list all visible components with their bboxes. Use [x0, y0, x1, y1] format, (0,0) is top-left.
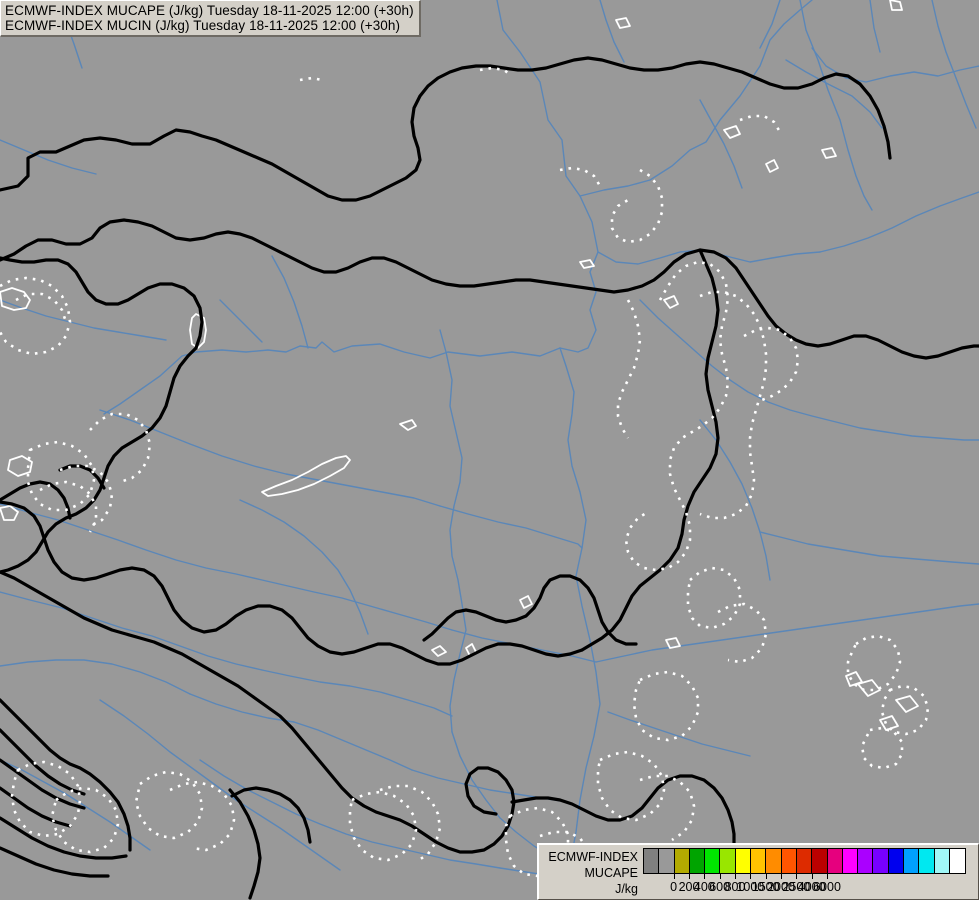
- colorbar-swatch[interactable]: [888, 849, 905, 873]
- mucin-contours: [0, 66, 930, 896]
- colorbar-tick: [796, 874, 798, 879]
- legend-scale: 0 200 400 600 800 1000 1500 2000 2500 4000 6000: [643, 845, 967, 896]
- colorbar-tick: [811, 874, 813, 879]
- colorbar-tick: [735, 874, 736, 879]
- colorbar-tick-label: 400: [693, 880, 715, 894]
- colorbar-swatch[interactable]: [735, 849, 752, 873]
- colorbar-swatch[interactable]: [919, 849, 935, 873]
- colorbar-swatch[interactable]: [644, 849, 660, 873]
- colorbar-tick: [689, 874, 690, 879]
- colorbar-legend[interactable]: ECMWF-INDEX MUCAPE J/kg 0 200 400 600 800 100…: [537, 843, 979, 900]
- colorbar-swatch[interactable]: [842, 849, 859, 873]
- colorbar-swatch[interactable]: [674, 849, 690, 873]
- legend-unit-label: J/kg: [615, 882, 638, 896]
- colorbar-tick-label: 600: [709, 880, 731, 894]
- colorbar-swatch[interactable]: [796, 849, 813, 873]
- colorbar-tick-label: 200: [678, 880, 700, 894]
- colorbar-swatch[interactable]: [705, 849, 721, 873]
- colorbar-swatches[interactable]: [643, 848, 967, 874]
- colorbar-tick: [765, 874, 767, 879]
- colorbar-tick: [704, 874, 706, 879]
- title-line-mucin: ECMWF-INDEX MUCIN (J/kg) Tuesday 18-11-2…: [5, 18, 401, 33]
- colorbar-swatch[interactable]: [751, 849, 767, 873]
- colorbar-tick: [750, 874, 752, 879]
- colorbar-swatch[interactable]: [858, 849, 874, 873]
- colorbar-tick-label: 2000: [767, 880, 795, 894]
- forecast-title-box: ECMWF-INDEX MUCAPE (J/kg) Tuesday 18-11-…: [0, 0, 421, 37]
- colorbar-tick: [719, 874, 721, 879]
- colorbar-tick: [673, 874, 675, 879]
- colorbar-tick: [781, 874, 782, 879]
- colorbar-tick-label: 4000: [797, 880, 826, 894]
- colorbar-tick-label: 0: [670, 880, 678, 894]
- colorbar-swatch[interactable]: [949, 849, 966, 873]
- colorbar-swatch[interactable]: [689, 849, 706, 873]
- colorbar-swatch[interactable]: [766, 849, 782, 873]
- title-line-mucape: ECMWF-INDEX MUCAPE (J/kg) Tuesday 18-11-…: [5, 3, 414, 18]
- colorbar-tick-label: 1000: [736, 880, 765, 894]
- colorbar-tick: [827, 874, 828, 879]
- legend-model-label: ECMWF-INDEX: [548, 850, 638, 864]
- colorbar-swatch[interactable]: [934, 849, 950, 873]
- colorbar-tick-label: 2500: [782, 880, 811, 894]
- colorbar-swatch[interactable]: [812, 849, 828, 873]
- colorbar-tick-label: 800: [724, 880, 746, 894]
- colorbar-swatch[interactable]: [720, 849, 736, 873]
- colorbar-tick-label: 6000: [813, 880, 841, 894]
- colorbar-swatch[interactable]: [904, 849, 920, 873]
- country-borders: [0, 56, 979, 900]
- colorbar-swatch[interactable]: [659, 849, 675, 873]
- legend-label-block: ECMWF-INDEX MUCAPE J/kg: [539, 845, 643, 897]
- legend-parameter-label: MUCAPE: [584, 866, 638, 880]
- colorbar-tick-labels: 0 200 400 600 800 1000 1500 2000 2500 4000 6000: [643, 880, 963, 896]
- colorbar-tick-label: 1500: [751, 880, 780, 894]
- colorbar-swatch[interactable]: [781, 849, 797, 873]
- colorbar-swatch[interactable]: [827, 849, 843, 873]
- colorbar-ticks: [643, 874, 951, 880]
- colorbar-swatch[interactable]: [873, 849, 889, 873]
